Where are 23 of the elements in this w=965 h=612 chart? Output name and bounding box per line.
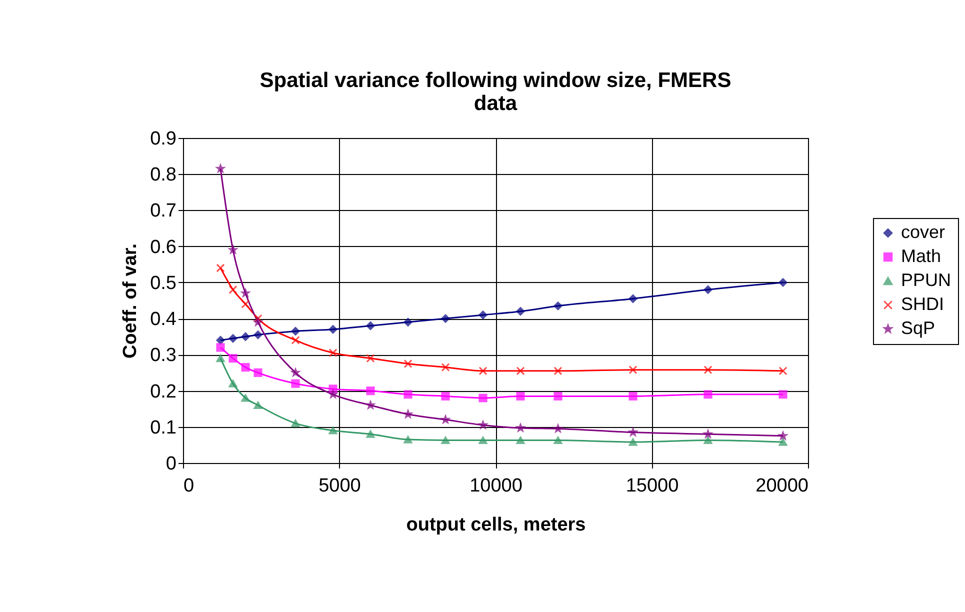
y-tick-label: 0.2: [150, 381, 176, 402]
y-tick-label: 0: [166, 454, 176, 474]
x-tick-label: 0: [184, 476, 194, 496]
y-tick-label: 0.5: [150, 272, 176, 294]
y-axis-title: Coeff. of var.: [120, 243, 142, 359]
y-tick-label: 0.9: [150, 128, 176, 150]
x-tick-label: 20000: [756, 476, 808, 496]
y-tick-label: 0.7: [150, 200, 176, 222]
x-axis-title: output cells, meters: [406, 514, 586, 536]
x-tick-label: 15000: [626, 476, 679, 496]
legend-label: SqP: [901, 318, 936, 338]
x-tick-label: 5000: [318, 476, 361, 496]
y-tick-label: 0.6: [150, 236, 176, 258]
y-tick-label: 0.8: [150, 164, 176, 186]
legend-label: cover: [901, 222, 946, 242]
legend-label: Math: [901, 246, 942, 266]
x-tick-label: 10000: [470, 476, 522, 496]
y-tick-label: 0.3: [150, 345, 176, 366]
chart-title: Spatial variance following window size, FMERS data: [260, 69, 732, 115]
y-tick-label: 0.4: [150, 309, 177, 330]
y-tick-label: 0.1: [150, 417, 176, 438]
legend-label: PPUN: [901, 270, 952, 290]
legend-label: SHDI: [901, 294, 944, 314]
